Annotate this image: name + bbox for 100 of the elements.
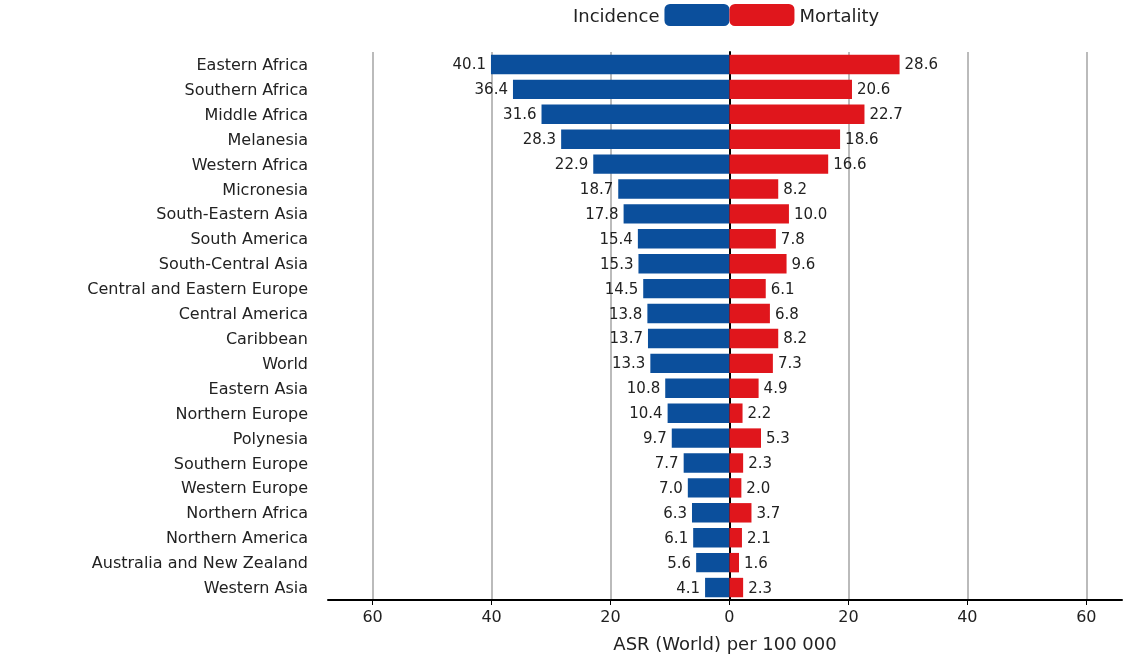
data-label: 13.8	[608, 304, 643, 323]
data-label: 2.3	[748, 454, 772, 472]
data-label: 6.1	[770, 279, 795, 298]
series-label: Incidence	[572, 4, 660, 26]
bar	[665, 378, 730, 398]
data-label: 28.6	[904, 55, 938, 74]
x-tick-label: 60	[362, 606, 383, 626]
y-tick-label: Western Asia	[203, 578, 308, 598]
bar	[490, 54, 730, 75]
y-tick-label: Central and Eastern Europe	[87, 279, 308, 299]
y-tick-label: Northern Europe	[175, 403, 308, 423]
data-label: 13.7	[609, 329, 643, 348]
bar	[729, 328, 779, 349]
bar	[729, 453, 744, 473]
bar	[729, 478, 742, 498]
data-label: 15.3	[600, 254, 634, 273]
y-tick-label: Central America	[178, 304, 308, 324]
y-tick-label: Southern Europe	[173, 453, 308, 473]
bar	[693, 528, 730, 548]
data-label: 2.3	[748, 578, 772, 597]
bar	[541, 104, 730, 124]
y-tick-label: Eastern Asia	[208, 378, 308, 398]
y-tick-label: Australia and New Zealand	[91, 553, 308, 573]
bar	[561, 129, 730, 149]
x-tick-label: 40	[957, 606, 978, 626]
data-label: 22.9	[554, 155, 589, 174]
data-label: 4.9	[763, 379, 788, 398]
bar	[687, 478, 730, 498]
legend-label: Mortality	[799, 4, 880, 26]
data-label: 4.1	[676, 578, 701, 597]
bar	[729, 428, 761, 448]
y-tick-label: Middle Africa	[204, 104, 308, 124]
y-tick-label: World	[262, 353, 308, 373]
y-tick-label: South-Central Asia	[158, 254, 308, 274]
bar	[667, 403, 730, 423]
bar	[729, 129, 841, 149]
data-label: 6.1	[664, 528, 689, 547]
data-label: 7.3	[777, 354, 802, 373]
data-label: 36.4	[474, 80, 508, 99]
bar	[729, 528, 742, 548]
bar	[671, 428, 730, 448]
data-label: 15.4	[599, 229, 633, 248]
bar	[683, 453, 730, 473]
bar	[729, 303, 770, 324]
y-tick-label: Caribbean	[225, 328, 308, 348]
bar	[623, 204, 730, 224]
x-tick-label: 20	[838, 606, 859, 626]
bar	[647, 328, 730, 349]
bar	[729, 503, 752, 523]
data-label: 5.3	[765, 429, 790, 448]
bar	[729, 278, 766, 299]
data-label: 5.6	[667, 553, 692, 572]
y-tick-label: Micronesia	[222, 179, 308, 199]
bar	[729, 403, 743, 423]
data-label: 40.1	[452, 55, 486, 74]
bar	[650, 353, 730, 374]
bar	[696, 552, 730, 573]
bar	[729, 179, 779, 199]
bar	[729, 79, 852, 100]
x-axis-title: ASR (World) per 100 000	[613, 632, 837, 654]
bar	[637, 229, 730, 249]
data-label: 18.6	[845, 130, 879, 149]
data-label: 7.0	[658, 478, 683, 497]
bar	[512, 79, 730, 100]
bar	[593, 154, 730, 174]
data-label: 17.8	[585, 204, 619, 223]
data-label: 2.1	[746, 528, 771, 547]
y-tick-label: South-Eastern Asia	[156, 204, 308, 224]
bar	[729, 54, 900, 75]
data-label: 8.2	[783, 329, 808, 348]
data-label: 22.7	[869, 105, 903, 124]
y-tick-label: Melanesia	[227, 129, 308, 149]
y-tick-label: Northern America	[165, 528, 308, 548]
bar	[638, 254, 730, 274]
data-label: 2.2	[747, 404, 772, 423]
y-tick-label: South America	[190, 229, 308, 249]
data-label: 6.8	[774, 304, 799, 323]
data-label: 28.3	[522, 130, 557, 149]
data-label: 18.7	[579, 180, 614, 198]
data-label: 2.0	[746, 478, 771, 497]
bar	[729, 229, 776, 249]
data-label: 9.6	[791, 254, 816, 273]
bar	[691, 503, 730, 523]
data-label: 8.2	[783, 180, 808, 198]
y-tick-label: Western Europe	[181, 478, 308, 498]
bar	[729, 552, 739, 573]
x-tick-label: 20	[600, 606, 621, 626]
bar	[618, 179, 730, 199]
data-label: 7.7	[654, 454, 679, 472]
bar	[729, 204, 789, 224]
y-tick-label: Northern Africa	[186, 503, 308, 523]
bar	[729, 254, 787, 274]
data-label: 3.7	[756, 503, 781, 522]
y-tick-label: Western Africa	[191, 154, 308, 174]
x-tick-label: 40	[481, 606, 502, 626]
data-label: 16.6	[833, 155, 867, 174]
y-tick-label: Eastern Africa	[196, 54, 308, 74]
data-label: 14.5	[604, 279, 639, 298]
bar	[643, 278, 730, 299]
data-label: 10.4	[629, 404, 663, 423]
